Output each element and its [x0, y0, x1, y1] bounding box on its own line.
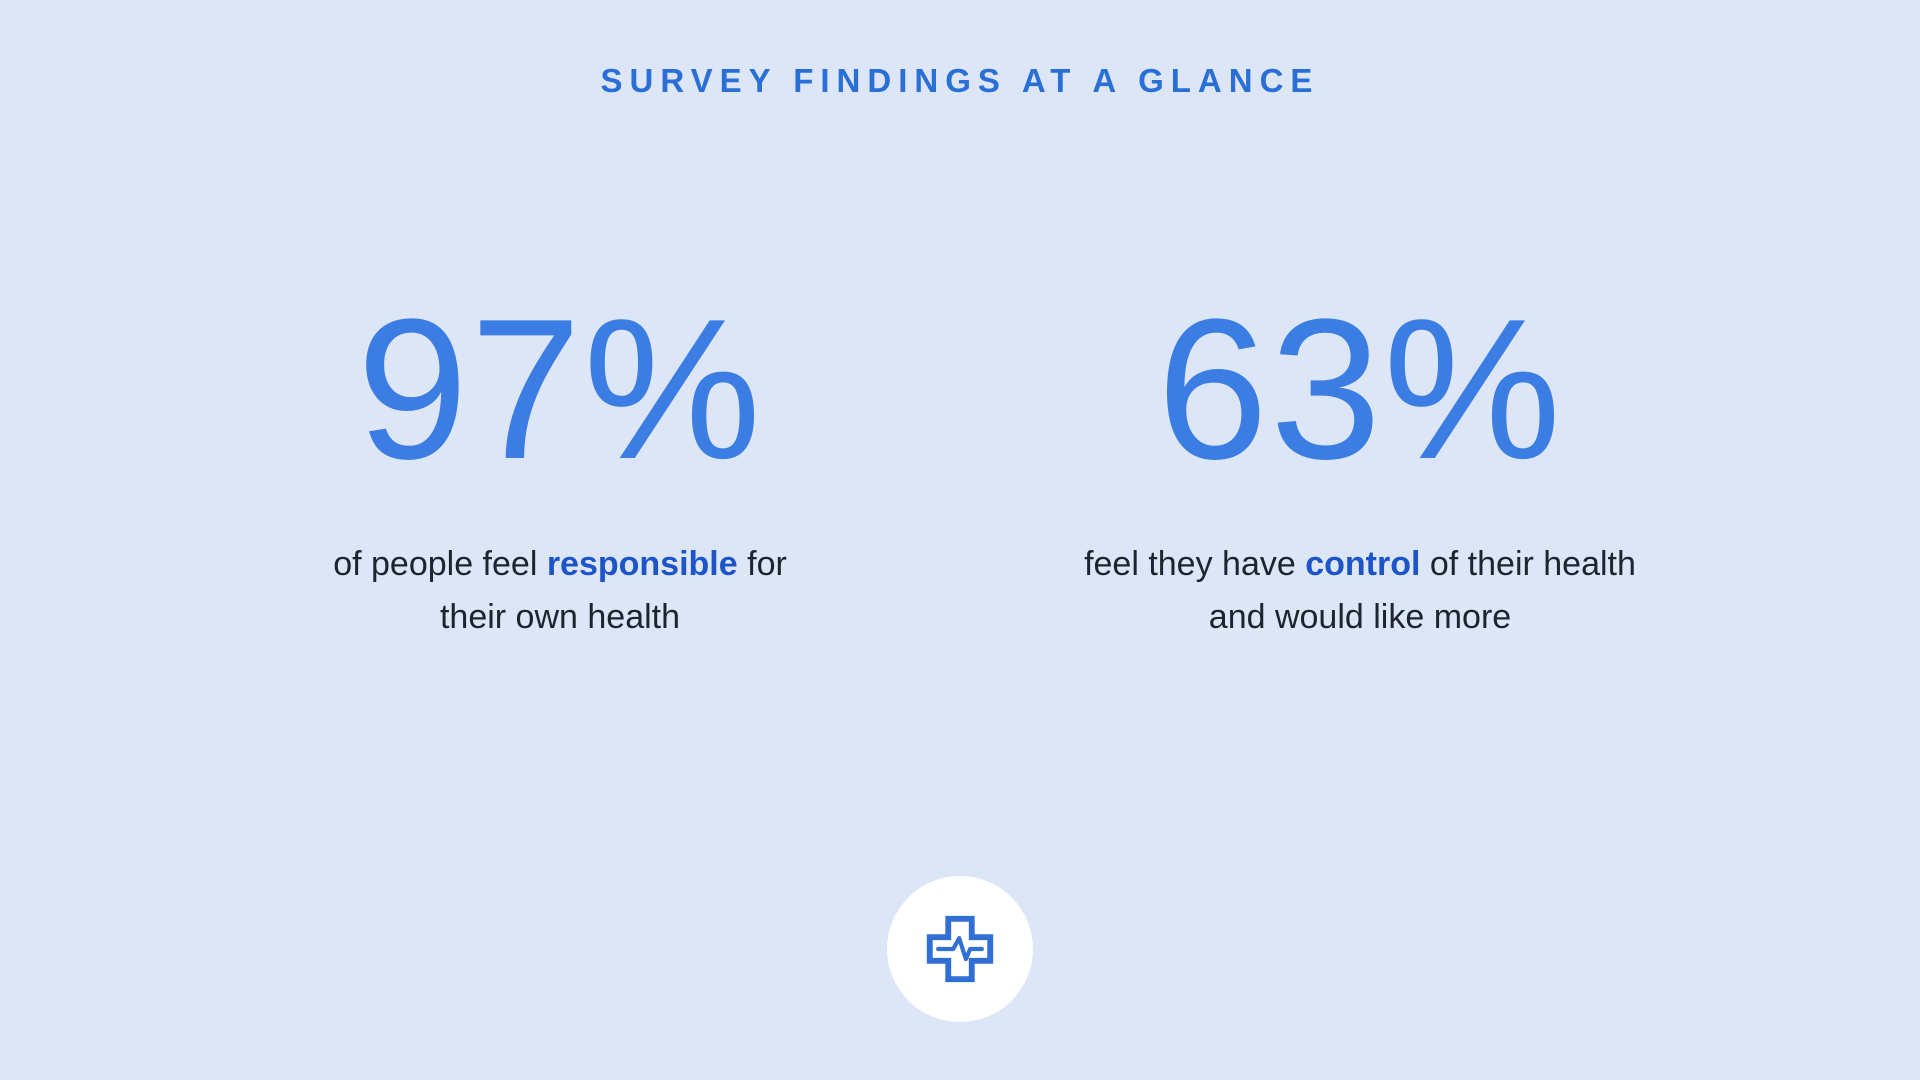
caption-text-post: for their own health [439, 545, 787, 636]
stat-caption-control: feel they have control of their health a… [1080, 538, 1640, 643]
stat-caption-responsible: of people feel responsible for their own… [315, 538, 805, 643]
stat-value-97: 97% [356, 278, 764, 501]
page-title: SURVEY FINDINGS AT A GLANCE [600, 62, 1320, 99]
caption-highlight: control [1305, 545, 1421, 583]
medical-cross-pulse-icon [926, 915, 994, 983]
stats-row: 97% of people feel responsible for their… [0, 290, 1920, 643]
caption-text-pre: of people feel [333, 545, 547, 583]
caption-highlight: responsible [546, 545, 738, 583]
caption-text-post: of their health and would like more [1208, 545, 1636, 636]
icon-circle [887, 876, 1033, 1022]
stat-value-63: 63% [1156, 278, 1564, 501]
caption-text-pre: feel they have [1084, 545, 1306, 583]
stat-card-responsible: 97% of people feel responsible for their… [260, 290, 860, 643]
stat-card-control: 63% feel they have control of their heal… [1060, 290, 1660, 643]
